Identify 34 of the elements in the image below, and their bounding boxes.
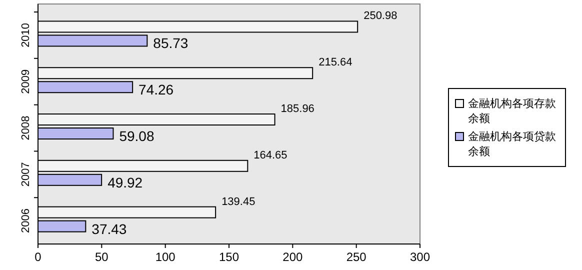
legend-label: 金融机构各项贷款余额	[468, 129, 557, 159]
bar	[38, 160, 248, 172]
data-label: 37.43	[92, 220, 127, 237]
data-label: 74.26	[138, 82, 174, 98]
x-tick-label: 150	[218, 250, 240, 264]
y-tick-label: 2006	[20, 208, 32, 234]
data-label: 185.96	[280, 103, 314, 115]
x-tick-label: 0	[34, 250, 42, 264]
bar	[38, 67, 314, 80]
data-label: 215.64	[318, 56, 352, 69]
bar	[38, 81, 134, 94]
legend-label: 金融机构各项存款余额	[468, 96, 557, 126]
data-label: 85.73	[153, 35, 188, 52]
data-label: 139.45	[222, 196, 256, 208]
bar	[38, 20, 358, 33]
x-tick-label: 300	[410, 250, 430, 264]
bar	[38, 34, 148, 47]
y-tick-label: 2008	[20, 116, 32, 140]
x-tick-label: 250	[346, 250, 367, 264]
data-label: 59.08	[119, 128, 154, 144]
data-label: 49.92	[108, 174, 143, 190]
bar	[38, 206, 216, 218]
x-tick-label: 200	[282, 250, 303, 264]
y-tick-label: 2007	[20, 162, 32, 187]
x-tick-label: 50	[94, 250, 109, 264]
bar	[38, 128, 114, 140]
data-label: 250.98	[364, 10, 398, 22]
y-tick-label: 2009	[20, 69, 32, 94]
bar	[38, 174, 102, 186]
data-label: 164.65	[254, 149, 288, 162]
y-tick-label: 2010	[20, 22, 32, 48]
x-tick-label: 100	[155, 250, 176, 264]
bar	[38, 114, 276, 126]
bar	[38, 220, 86, 232]
